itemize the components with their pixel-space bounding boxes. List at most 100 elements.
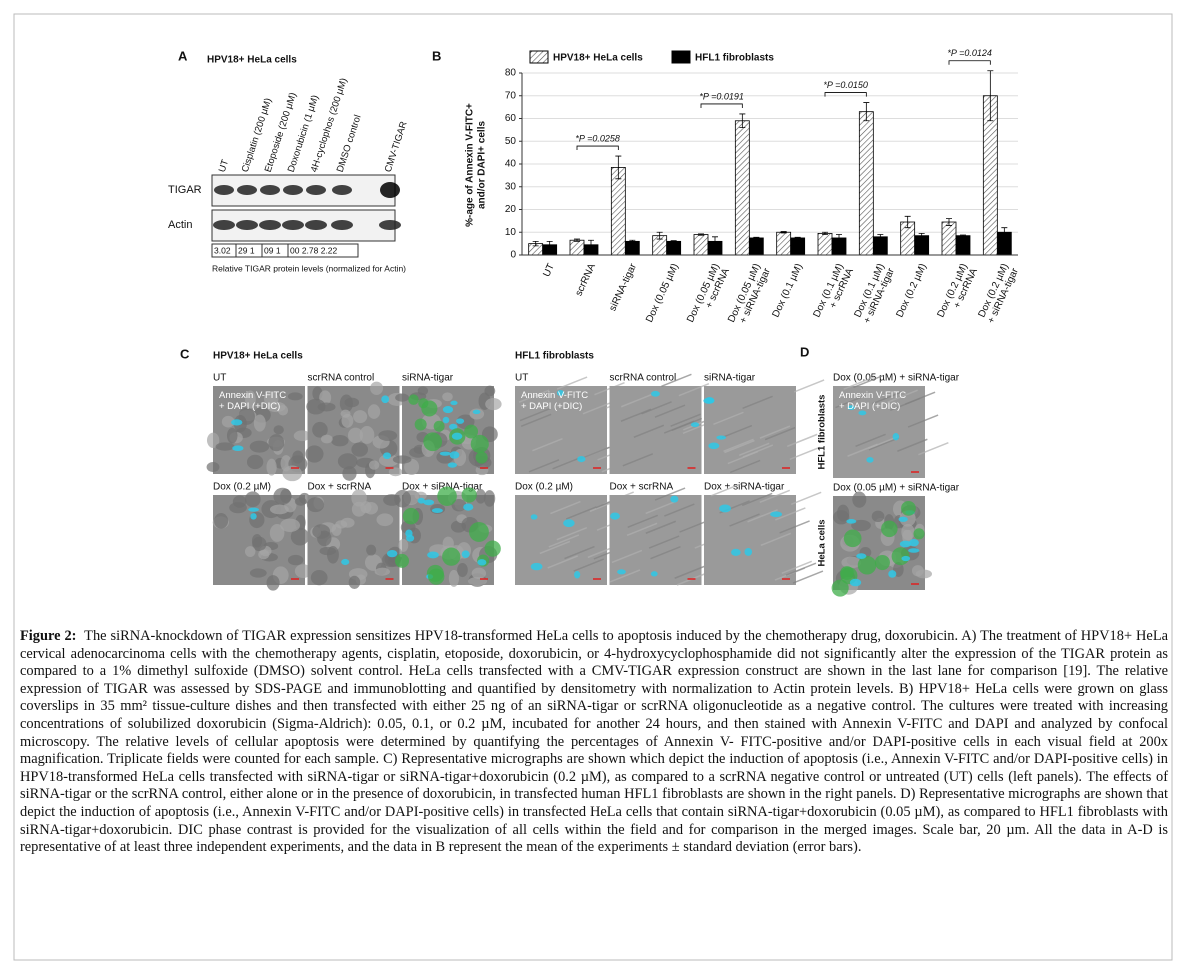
error-bar	[698, 233, 704, 236]
y-tick-label: 70	[505, 90, 517, 101]
group-title: HFL1 fibroblasts	[515, 351, 594, 362]
fiber	[792, 570, 824, 584]
cell	[310, 569, 328, 586]
fiber	[539, 540, 571, 555]
annexin-stain	[408, 394, 419, 405]
bar	[624, 240, 640, 256]
cell	[395, 393, 410, 402]
annexin-stain	[442, 547, 461, 566]
dapi-stain	[427, 551, 439, 559]
cell	[451, 498, 467, 512]
fiber	[738, 442, 770, 457]
dapi-stain	[901, 555, 911, 562]
level-label: 29 1	[238, 245, 255, 255]
fiber	[853, 374, 884, 389]
annexin-stain	[461, 487, 477, 503]
dapi-stain	[341, 558, 350, 566]
annexin-stain	[395, 553, 410, 568]
fiber	[648, 535, 680, 549]
fiber	[897, 438, 928, 452]
fiber	[550, 500, 581, 515]
fiber	[626, 522, 658, 537]
fiber	[918, 442, 949, 456]
error-bar	[588, 239, 594, 250]
dapi-stain	[442, 416, 450, 424]
cell	[266, 401, 286, 413]
dapi-stain	[449, 451, 460, 459]
fiber	[565, 506, 597, 520]
cell	[305, 445, 324, 463]
error-bar	[946, 218, 952, 226]
tigar-band	[260, 185, 280, 195]
lane-label: DMSO control	[335, 114, 364, 174]
error-bar	[656, 231, 663, 240]
fiber	[663, 420, 695, 434]
cell	[852, 491, 867, 508]
annexin-stain	[913, 528, 925, 540]
actin-band	[331, 220, 353, 230]
dapi-stain	[690, 422, 700, 428]
annexin-stain	[901, 500, 916, 516]
error-bar	[546, 240, 553, 249]
fiber	[518, 389, 550, 403]
annexin-stain	[469, 522, 489, 542]
cell	[368, 460, 380, 470]
dapi-stain	[866, 457, 874, 463]
bracket	[824, 92, 867, 97]
caption-text: The siRNA-knockdown of TIGAR expression …	[20, 628, 1168, 856]
cell	[388, 467, 403, 477]
dapi-stain	[651, 390, 660, 397]
dapi-stain	[888, 570, 897, 578]
cell	[249, 568, 267, 578]
micrograph: Annexin V-FITC + DAPI (+DIC)	[833, 374, 949, 478]
annexin-stain	[475, 451, 488, 464]
dapi-stain	[708, 442, 720, 450]
cell	[414, 491, 427, 501]
micrograph-label: Dox (0.2 µM)	[213, 482, 271, 493]
annexin-stain	[437, 486, 457, 507]
legend-swatch	[529, 50, 549, 64]
cell	[245, 390, 256, 409]
overlay-label: Annexin V-FITC + DAPI (+DIC)	[521, 390, 589, 412]
cell	[226, 427, 238, 444]
tigar-band	[332, 185, 352, 195]
fiber	[520, 413, 552, 428]
panel-letter: D	[800, 344, 809, 359]
cell	[484, 385, 496, 397]
dapi-stain	[382, 452, 392, 460]
error-bar	[836, 234, 842, 242]
annexin-stain	[402, 507, 420, 525]
cell	[266, 458, 277, 476]
dapi-stain	[892, 433, 900, 441]
annexin-stain	[414, 418, 427, 431]
error-bar	[739, 113, 746, 128]
dapi-stain	[670, 495, 679, 503]
annotation: *P =0.0191	[699, 91, 743, 101]
micrograph-label: Dox + siRNA-tigar	[704, 482, 785, 493]
y-tick-label: 0	[510, 250, 516, 261]
fiber	[786, 433, 818, 448]
caption: Figure 2: The siRNA-knockdown of TIGAR e…	[20, 628, 1168, 857]
cell	[378, 430, 398, 441]
dapi-stain	[423, 499, 435, 506]
dapi-stain	[406, 534, 415, 542]
cell	[471, 567, 487, 580]
y-tick-label: 60	[505, 113, 517, 124]
dapi-stain	[610, 512, 620, 520]
annexin-stain	[433, 420, 445, 432]
fiber	[872, 391, 903, 405]
tigar-band	[306, 185, 326, 195]
fiber	[764, 426, 796, 441]
dapi-stain	[858, 410, 867, 416]
cell	[364, 502, 379, 515]
cell	[246, 454, 264, 470]
lane-label: CMV-TIGAR	[383, 120, 410, 174]
dapi-stain	[451, 432, 463, 440]
cell	[871, 510, 885, 523]
fiber	[620, 394, 652, 408]
micrograph-label: UT	[515, 373, 528, 384]
fiber	[519, 407, 551, 422]
cell	[306, 497, 325, 513]
dapi-stain	[577, 456, 586, 463]
micrograph	[305, 381, 407, 481]
